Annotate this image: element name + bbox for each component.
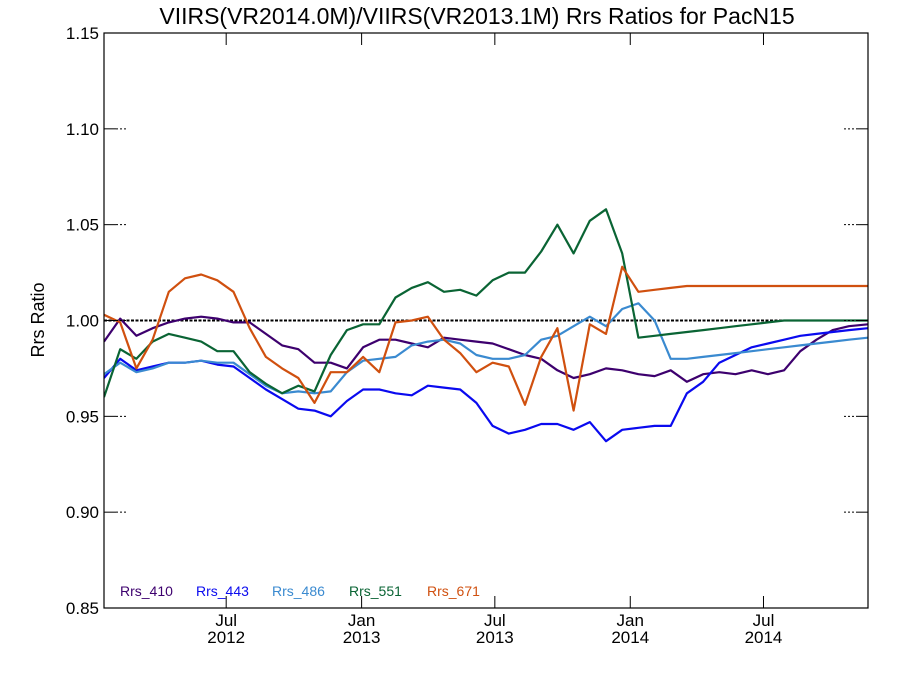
- series-line-rrs-551: [104, 208, 868, 398]
- x-tick-label-year: 2014: [745, 628, 783, 647]
- chart-title: VIIRS(VR2014.0M)/VIIRS(VR2013.1M) Rrs Ra…: [159, 3, 794, 29]
- series-lines: [104, 208, 868, 443]
- x-tick-label-year: 2012: [207, 628, 245, 647]
- x-tick-label-month: Jan: [348, 611, 375, 630]
- y-tick-label: 0.85: [66, 599, 99, 618]
- y-tick-label: 0.95: [66, 407, 99, 426]
- legend: Rrs_410 Rrs_443 Rrs_486 Rrs_551 Rrs_671: [120, 583, 480, 599]
- legend-entry-rrs-443: Rrs_443: [196, 583, 249, 599]
- series-line-rrs-486: [104, 302, 868, 395]
- y-tick-label: 1.15: [66, 24, 99, 43]
- y-tick-label: 0.90: [66, 503, 99, 522]
- x-tick-label-year: 2013: [476, 628, 514, 647]
- x-tick-label-year: 2013: [343, 628, 381, 647]
- legend-entry-rrs-671: Rrs_671: [427, 583, 480, 599]
- y-tick-label: 1.05: [66, 216, 99, 235]
- y-tick-label: 1.10: [66, 120, 99, 139]
- y-axis-ticks: 0.85 0.90 0.95 1.00 1.05 1.10 1.15: [66, 24, 868, 618]
- x-tick-label-month: Jul: [753, 611, 775, 630]
- x-tick-label-year: 2014: [611, 628, 649, 647]
- y-axis-label: Rrs Ratio: [28, 282, 48, 357]
- series-line-rrs-671: [104, 265, 868, 412]
- x-tick-label-month: Jan: [617, 611, 644, 630]
- x-tick-label-month: Jul: [484, 611, 506, 630]
- legend-entry-rrs-486: Rrs_486: [272, 583, 325, 599]
- y-tick-label: 1.00: [66, 312, 99, 331]
- x-tick-label-month: Jul: [215, 611, 237, 630]
- legend-entry-rrs-551: Rrs_551: [349, 583, 402, 599]
- series-line-rrs-443: [104, 327, 868, 443]
- series-line-rrs-410: [104, 315, 868, 383]
- legend-entry-rrs-410: Rrs_410: [120, 583, 173, 599]
